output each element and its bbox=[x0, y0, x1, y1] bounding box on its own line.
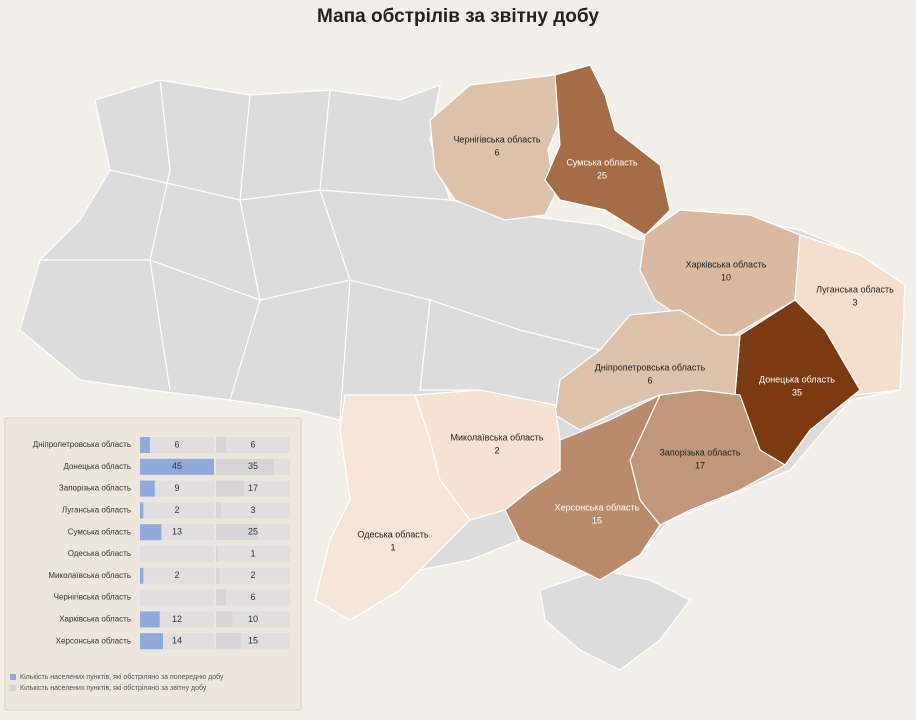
bar-track bbox=[216, 567, 290, 584]
value-label: 2 bbox=[174, 505, 179, 515]
value-label: 25 bbox=[248, 527, 258, 537]
region-name: Чернігівська область bbox=[453, 134, 540, 144]
region-value: 35 bbox=[792, 387, 802, 397]
bar-track bbox=[216, 589, 290, 606]
region-name: Дніпропетровська область bbox=[595, 362, 706, 372]
bar bbox=[216, 567, 220, 584]
region-value: 1 bbox=[390, 542, 395, 552]
bar bbox=[216, 611, 233, 628]
bar bbox=[140, 458, 214, 475]
region-name: Донецька область bbox=[759, 374, 835, 384]
title: Мапа обстрілів за звітну добу bbox=[317, 6, 599, 27]
region-name: Миколаївська область bbox=[451, 432, 544, 442]
value-label: 14 bbox=[172, 636, 182, 646]
bar bbox=[216, 524, 258, 541]
legend-swatch bbox=[10, 674, 16, 680]
region-value: 6 bbox=[494, 147, 499, 157]
regions: Чернігівська область 6 Сумська область 25 Ха… bbox=[314, 64, 906, 621]
region-value: 10 bbox=[721, 272, 731, 282]
border bbox=[40, 259, 601, 351]
value-label: 15 bbox=[248, 636, 258, 646]
value-label: 10 bbox=[248, 614, 258, 624]
region-value: 2 bbox=[494, 445, 499, 455]
border bbox=[149, 79, 171, 391]
bar-track bbox=[140, 437, 214, 453]
region-name: Одеська область bbox=[357, 529, 429, 539]
value-label: 2 bbox=[174, 570, 179, 580]
border bbox=[419, 299, 480, 391]
category-label: Чернігівська область bbox=[54, 593, 131, 602]
value-label: 12 bbox=[172, 614, 182, 624]
category-label: Херсонська область bbox=[56, 636, 131, 645]
category-label: Донецька область bbox=[63, 462, 131, 471]
category-label: Дніпропетровська область bbox=[33, 440, 131, 449]
bar bbox=[140, 502, 144, 519]
value-label: 9 bbox=[174, 483, 179, 493]
value-label: 6 bbox=[174, 439, 179, 449]
region-value: 6 bbox=[647, 375, 652, 385]
category-label: Одеська область bbox=[68, 549, 131, 558]
bar-track bbox=[216, 611, 290, 628]
legend-label: Кількість населених пунктів, які обстріл… bbox=[20, 684, 207, 692]
bar-track bbox=[140, 502, 214, 519]
bar-track bbox=[216, 502, 290, 519]
bar bbox=[216, 437, 226, 453]
value-label: 45 bbox=[172, 461, 182, 471]
bar-track bbox=[140, 480, 214, 497]
bar bbox=[140, 480, 155, 497]
bar-track bbox=[216, 546, 290, 562]
category-label: Миколаївська область bbox=[48, 571, 131, 580]
border bbox=[229, 94, 261, 401]
category-label: Сумська область bbox=[68, 527, 131, 536]
legend-swatch bbox=[10, 685, 16, 691]
bar bbox=[140, 611, 160, 628]
category-label: Луганська область bbox=[62, 506, 131, 515]
region-name: Луганська область bbox=[816, 284, 894, 294]
region-name: Сумська область bbox=[566, 157, 638, 167]
bar bbox=[140, 437, 150, 453]
bar bbox=[216, 589, 226, 606]
bar bbox=[216, 633, 241, 650]
border bbox=[319, 89, 351, 421]
bar-track bbox=[140, 546, 214, 562]
bar bbox=[216, 458, 274, 475]
region bbox=[429, 74, 561, 221]
value-label: 1 bbox=[250, 548, 255, 558]
value-label: 13 bbox=[172, 527, 182, 537]
bar bbox=[140, 524, 162, 541]
region-value: 15 bbox=[592, 515, 602, 525]
category-label: Запорізька область bbox=[59, 484, 131, 493]
crimea bbox=[539, 569, 691, 671]
value-label: 17 bbox=[248, 483, 258, 493]
region bbox=[314, 394, 471, 621]
bar bbox=[216, 480, 244, 497]
bar bbox=[140, 567, 144, 584]
value-label: 6 bbox=[250, 439, 255, 449]
value-label: 2 bbox=[250, 570, 255, 580]
region-value: 17 bbox=[695, 460, 705, 470]
legend-label: Кількість населених пунктів, які обстріл… bbox=[20, 673, 224, 681]
bar bbox=[216, 502, 221, 519]
value-label: 35 bbox=[248, 461, 258, 471]
category-label: Харківська область bbox=[59, 615, 131, 624]
region-name: Запорізька область bbox=[659, 447, 740, 457]
region-name: Харківська область bbox=[686, 259, 767, 269]
region-value: 25 bbox=[597, 170, 607, 180]
bar bbox=[216, 546, 218, 562]
bar-track bbox=[216, 437, 290, 453]
value-label: 6 bbox=[250, 592, 255, 602]
bar-track bbox=[140, 567, 214, 584]
region bbox=[544, 64, 671, 236]
inset-chart: Дніпропетровська область 6 6 Донецька облас… bbox=[4, 417, 302, 711]
bar bbox=[140, 633, 164, 650]
border bbox=[109, 169, 451, 201]
bar-track bbox=[140, 589, 214, 606]
region-value: 3 bbox=[852, 297, 857, 307]
region bbox=[639, 209, 801, 341]
value-label: 3 bbox=[250, 505, 255, 515]
region-name: Херсонська область bbox=[555, 502, 640, 512]
